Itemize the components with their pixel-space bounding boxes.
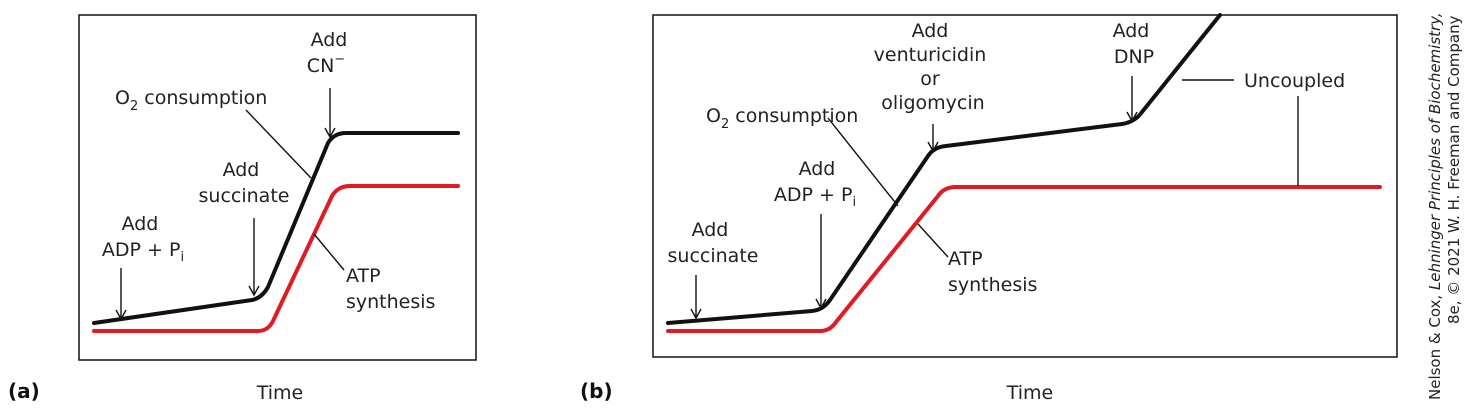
panel-b-atp-curve: [666, 185, 1382, 333]
panel-a-letter: (a): [8, 379, 40, 403]
credit-line-1: Nelson & Cox, Lehninger Principles of Bi…: [1426, 12, 1444, 400]
panel-b-add-adp-label: Add ADP + Pi: [774, 158, 856, 210]
panel-b-frame: [652, 14, 1398, 358]
panel-b-o2-label: O2 consumption: [706, 105, 858, 132]
panel-b-arrow-succinate: [690, 275, 702, 320]
panel-a-atp-leader: [313, 233, 345, 271]
panel-b-uncoupled-label: Uncoupled: [1244, 70, 1345, 92]
panel-a-arrow-cn: [324, 88, 336, 139]
panel-b-add-venturicidin-label: Add venturicidin or oligomycin: [874, 20, 993, 114]
panel-b-add-succinate-label: Add succinate: [668, 219, 759, 267]
panel-a-x-axis-label: Time: [256, 382, 304, 404]
panel-b-arrow-adp: [815, 214, 827, 310]
panel-b-o2-leader: [827, 117, 899, 207]
panel-b-arrow-venturicidin: [927, 124, 939, 153]
panel-a-atp-curve: [92, 184, 460, 333]
panel-a-frame: [78, 14, 477, 361]
panel-a-atp-label: ATP synthesis: [346, 265, 435, 313]
panel-b-atp-label: ATP synthesis: [948, 248, 1037, 296]
panel-a-add-adp-label: Add ADP + Pi: [102, 213, 184, 265]
panel-b-arrow-dnp: [1126, 76, 1138, 123]
panel-a-arrow-succinate: [248, 218, 260, 297]
panel-b-letter: (b): [580, 379, 613, 403]
panel-a-arrow-adp: [115, 268, 127, 321]
credit-line-2: 8e, © 2021 W. H. Freeman and Company: [1445, 15, 1463, 324]
panel-a-add-cn-label: Add CN−: [307, 29, 354, 77]
panel-b: Add succinate Add ADP + Pi O2 consumptio…: [580, 13, 1398, 404]
credit-text: Nelson & Cox, Lehninger Principles of Bi…: [1426, 12, 1463, 400]
panel-a-o2-label: O2 consumption: [115, 87, 267, 114]
panel-b-add-dnp-label: Add DNP: [1113, 20, 1156, 68]
panel-b-atp-leader: [917, 223, 949, 258]
panel-b-x-axis-label: Time: [1006, 382, 1054, 404]
panel-a: Add ADP + Pi Add succinate Add CN− O2 co…: [8, 14, 477, 404]
panel-a-add-succinate-label: Add succinate: [199, 159, 290, 207]
panel-a-o2-curve: [92, 131, 460, 325]
panel-a-o2-leader: [245, 109, 312, 179]
